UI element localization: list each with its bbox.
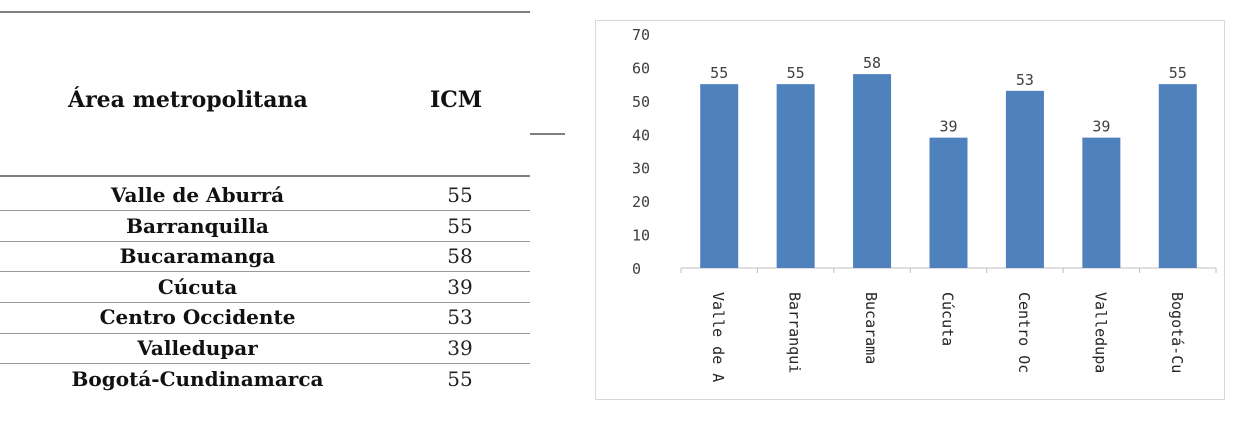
- table-row-value: 53: [447, 305, 473, 330]
- y-tick-label: 10: [632, 227, 650, 245]
- table-row-divider: [0, 271, 530, 273]
- table-row-name: Cúcuta: [157, 274, 238, 299]
- table-row-value: 58: [447, 244, 473, 269]
- table-header-area: Área metropolitana: [68, 87, 308, 113]
- table-row-name: Valle de Aburrá: [110, 183, 285, 207]
- category-label: Centro Oc: [1015, 292, 1033, 373]
- chart-svg: 0 10 20 30 40 50 60 70 55 Valle de A 55 Barranqui 58…: [632, 26, 1217, 382]
- table-row-value: 55: [447, 213, 473, 238]
- data-label: 55: [710, 64, 728, 82]
- table-row-name: Bucaramanga: [119, 244, 276, 269]
- y-tick-label: 70: [632, 26, 650, 44]
- category-label: Valle de A: [709, 292, 727, 382]
- y-tick-label: 20: [632, 193, 650, 211]
- table-row-divider: [0, 210, 530, 212]
- bar: [929, 137, 968, 268]
- icm-table: Área metropolitana ICM Valle de Aburrá 55…: [0, 0, 565, 448]
- table-row-name: Centro Occidente: [99, 305, 296, 330]
- data-label: 39: [1092, 118, 1110, 136]
- category-label: Bogotá-Cu: [1168, 292, 1186, 373]
- category-label: Valledupa: [1091, 292, 1109, 373]
- table-row-divider: [0, 301, 530, 303]
- table-row-name: Valledupar: [137, 336, 258, 360]
- table-row-value: 55: [447, 366, 473, 391]
- bar-chart: 0 10 20 30 40 50 60 70 55 Valle de A 55 Barranqui 58…: [595, 20, 1225, 400]
- table-row-divider: [0, 240, 530, 242]
- table-row-value: 55: [447, 183, 473, 207]
- y-tick-label: 50: [632, 93, 650, 111]
- table-row-value: 39: [447, 274, 473, 299]
- header-side-rule: [530, 133, 565, 135]
- data-label: 58: [863, 54, 881, 72]
- data-label: 55: [787, 64, 805, 82]
- header-bottom-rule: [0, 175, 530, 177]
- bar: [853, 74, 892, 268]
- bar: [700, 84, 739, 268]
- bar: [776, 84, 815, 268]
- bar: [1005, 90, 1044, 268]
- data-label: 53: [1016, 71, 1034, 89]
- data-label: 39: [939, 118, 957, 136]
- table-top-rule: [0, 11, 530, 13]
- category-label: Cúcuta: [939, 292, 957, 346]
- category-label: Barranqui: [786, 292, 804, 373]
- table-header-icm: ICM: [430, 87, 483, 113]
- y-tick-label: 40: [632, 126, 650, 144]
- table-row-divider: [0, 363, 530, 365]
- table-row-name: Bogotá-Cundinamarca: [71, 366, 324, 391]
- table-row-divider: [0, 332, 530, 334]
- data-label: 55: [1169, 64, 1187, 82]
- y-tick-label: 60: [632, 59, 650, 77]
- table-row-name: Barranquilla: [126, 213, 269, 238]
- bar: [1082, 137, 1121, 268]
- y-tick-label: 0: [632, 260, 641, 278]
- bar: [1158, 84, 1197, 268]
- table-row-value: 39: [447, 336, 473, 360]
- y-tick-label: 30: [632, 160, 650, 178]
- category-label: Bucarama: [862, 292, 880, 364]
